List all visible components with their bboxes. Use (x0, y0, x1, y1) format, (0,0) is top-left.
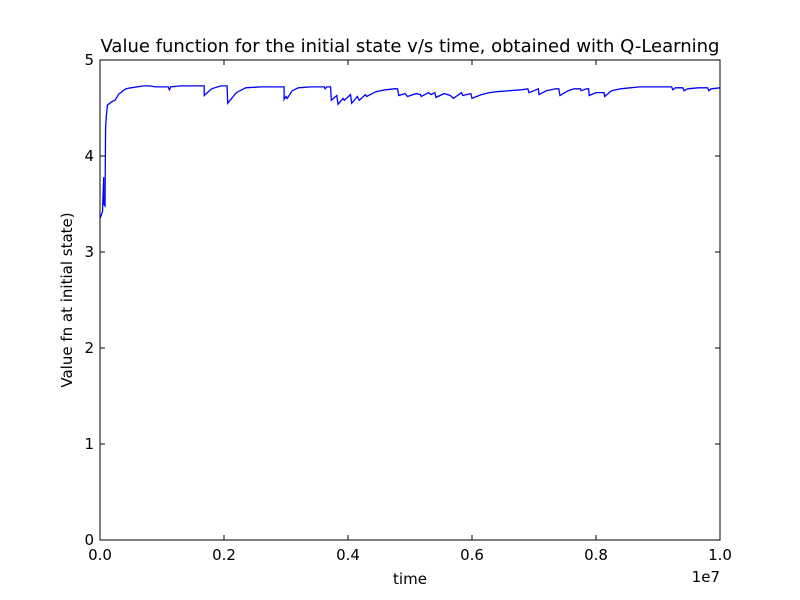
y-tick-label: 5 (84, 51, 94, 69)
plot-area: 0.0 0.2 0.4 0.6 0.8 1.0 0 1 2 3 4 5 (84, 51, 731, 564)
y-tick-label: 4 (84, 147, 94, 165)
chart-title: Value function for the initial state v/s… (101, 36, 720, 57)
y-tick-label: 1 (84, 435, 94, 453)
y-axis-label: Value fn at initial state) (58, 212, 76, 387)
series-line-0 (99, 85, 721, 219)
x-offset-label: 1e7 (692, 568, 720, 586)
x-tick-label: 1.0 (708, 546, 732, 564)
y-tick-label: 0 (84, 531, 94, 549)
y-tick-label: 3 (84, 243, 94, 261)
x-tick-label: 0.4 (336, 546, 360, 564)
x-tick-label: 0.2 (212, 546, 236, 564)
plot-frame (99, 59, 721, 541)
x-tick-label: 0.6 (460, 546, 484, 564)
x-axis-label: time (393, 570, 427, 588)
y-tick-label: 2 (84, 339, 94, 357)
x-tick-label: 0.8 (584, 546, 608, 564)
x-tick-label: 0.0 (88, 546, 112, 564)
